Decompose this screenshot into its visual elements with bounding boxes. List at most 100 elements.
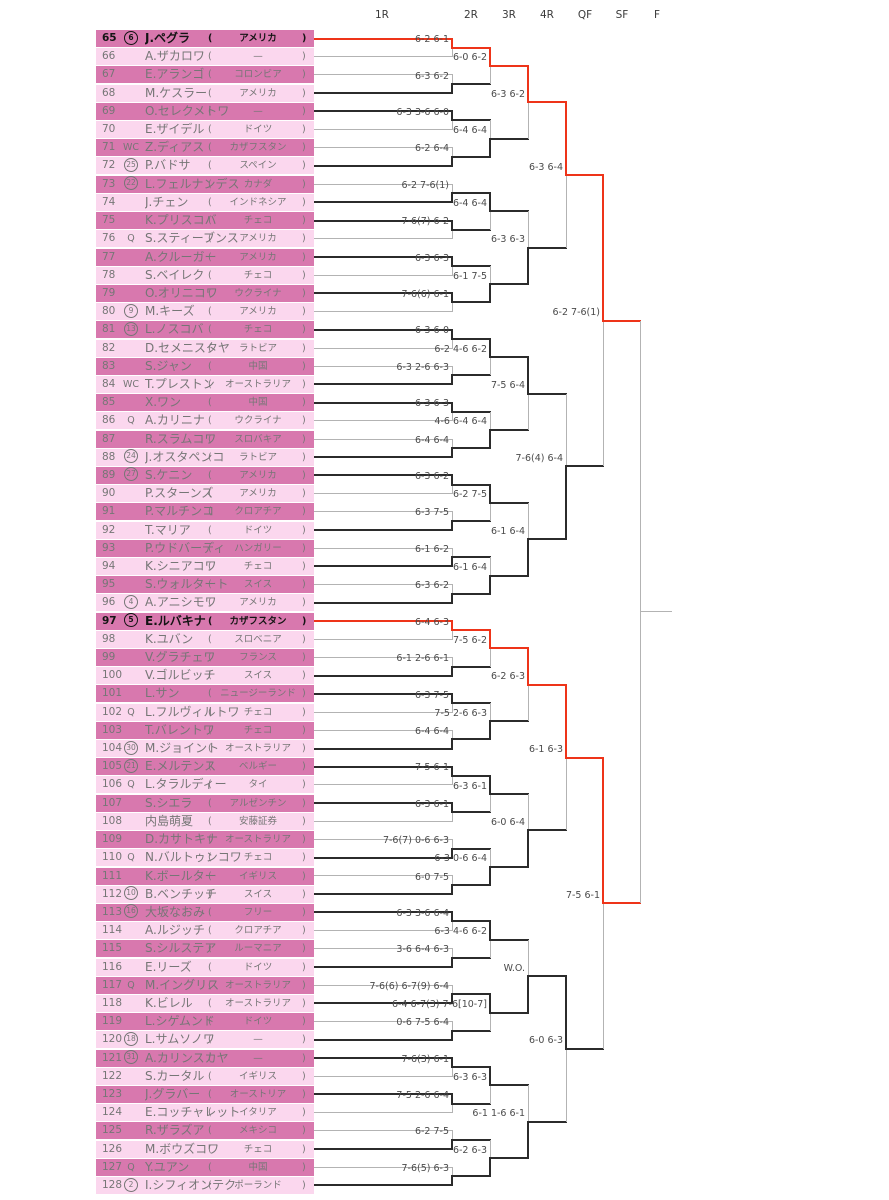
country-paren-open: ( [208, 888, 212, 900]
advance-line [565, 174, 604, 177]
player-name: L.シゲムンド [145, 1014, 215, 1029]
player-country: スペイン [239, 160, 277, 172]
match-connector [489, 47, 491, 66]
player-country: ラトビア [238, 342, 277, 354]
match-connector [489, 1067, 491, 1086]
country-paren-open: ( [208, 524, 212, 536]
player-country: ポーランド [234, 1180, 282, 1191]
entry-number: 100 [102, 669, 123, 682]
round-header-4r: 4R [540, 9, 554, 21]
match-score: 6-2 6-3 [452, 1144, 487, 1156]
country-paren-open: ( [208, 670, 212, 682]
player-feed-line [314, 1021, 453, 1023]
country-paren-close: ) [302, 269, 306, 281]
player-row-94: 94 K.シニアコワ(チェコ) [96, 558, 314, 575]
country-paren-open: ( [208, 469, 212, 481]
country-paren-open: ( [208, 378, 212, 390]
match-connector [452, 1067, 453, 1077]
advance-line [451, 483, 491, 486]
country-paren-open: ( [208, 542, 212, 554]
player-name: P.バドサ [145, 158, 191, 173]
entry-number: 123 [102, 1087, 123, 1100]
match-connector [451, 693, 453, 703]
player-country: ドイツ [243, 961, 273, 973]
player-row-120: 120 18 L.サムソノワ(—) [96, 1031, 314, 1049]
entry-number: 103 [102, 723, 123, 736]
advance-line [602, 902, 641, 905]
player-row-83: 83 S.ジャン (中国) [96, 357, 314, 375]
match-score: 6-4 6-4 [414, 434, 449, 446]
player-country: 安藤証券 [238, 815, 277, 827]
player-feed-line [314, 474, 453, 477]
entry-number: 91 [102, 505, 116, 518]
player-feed-line [314, 401, 453, 404]
match-connector [565, 466, 567, 540]
player-country: ハンガリー [234, 542, 282, 554]
player-country: スイス [243, 579, 273, 591]
country-paren-close: ) [302, 196, 306, 208]
player-row-92: 92 T.マリア (ドイツ) [96, 521, 314, 539]
country-paren-open: ( [208, 506, 212, 518]
country-paren-close: ) [302, 633, 306, 645]
player-row-96: 96 4 A.アニシモワ(アメリカ) [96, 594, 314, 612]
entry-number: 107 [102, 796, 123, 809]
match-score: 7-5 6-2 [452, 634, 487, 646]
match-connector [565, 102, 567, 176]
player-row-112: 112 10 B.ベンチッチ(スイス) [96, 885, 314, 903]
player-row-103: 103 T.バレントワ(チェコ) [96, 721, 314, 739]
player-country: カザフスタン [229, 142, 287, 154]
match-connector [489, 921, 491, 940]
country-paren-open: ( [208, 105, 212, 117]
player-name: L.フェルナンデス [145, 176, 240, 191]
player-country: オーストラリア [224, 979, 292, 991]
player-feed-line [314, 1148, 453, 1151]
player-country: カザフスタン [229, 615, 287, 627]
country-paren-close: ) [302, 306, 306, 318]
player-row-101: 101 L.サン (ニュージーランド) [96, 685, 314, 703]
player-feed-line [314, 784, 453, 786]
match-connector [452, 439, 453, 449]
player-feed-line [314, 365, 453, 367]
entry-number: 95 [102, 578, 116, 591]
match-connector [527, 539, 529, 576]
player-row-110: 110 Q N.バルトゥンコワ(チェコ) [96, 849, 314, 867]
player-name: M.ケスラー [145, 85, 208, 100]
match-connector [452, 511, 453, 521]
advance-line [451, 519, 491, 522]
advance-line [451, 1102, 491, 1105]
player-country: ウクライナ [234, 287, 282, 299]
advance-line [489, 210, 529, 213]
country-paren-open: ( [208, 1034, 212, 1046]
player-country: — [253, 51, 263, 63]
player-name: T.バレントワ [145, 722, 215, 737]
match-connector [489, 429, 491, 449]
player-name: 大坂なおみ [145, 904, 206, 919]
match-connector [489, 630, 491, 649]
player-feed-line [314, 565, 453, 568]
entry-number: 98 [102, 632, 116, 645]
match-score: 6-2 7-5 [414, 1126, 449, 1138]
player-country: スイス [243, 670, 273, 682]
player-name: X.ワン [145, 395, 182, 410]
country-paren-open: ( [208, 852, 212, 864]
country-paren-close: ) [302, 124, 306, 135]
advance-line [451, 1138, 491, 1141]
match-score: 6-3 0-6 6-4 [434, 853, 487, 865]
player-country: チェコ [243, 215, 273, 227]
player-country: スイス [243, 888, 273, 900]
entry-number: 90 [102, 487, 116, 500]
player-name: E.コッチャレット [145, 1105, 241, 1120]
player-feed-line [314, 255, 453, 258]
match-connector [452, 1167, 453, 1177]
seed-badge: 4 [120, 594, 142, 611]
entry-number: 79 [102, 286, 116, 299]
player-country: アメリカ [239, 87, 277, 99]
player-name: S.ケニン [145, 467, 193, 482]
entry-number: 101 [102, 687, 123, 700]
seed-badge: 27 [120, 467, 142, 484]
player-row-127: 127 Q Y.ユアン (中国) [96, 1158, 314, 1176]
player-row-109: 109 D.カサトキナ(オーストラリア) [96, 831, 314, 849]
player-feed-line [314, 383, 453, 386]
country-paren-open: ( [208, 797, 212, 809]
country-paren-open: ( [208, 342, 212, 354]
